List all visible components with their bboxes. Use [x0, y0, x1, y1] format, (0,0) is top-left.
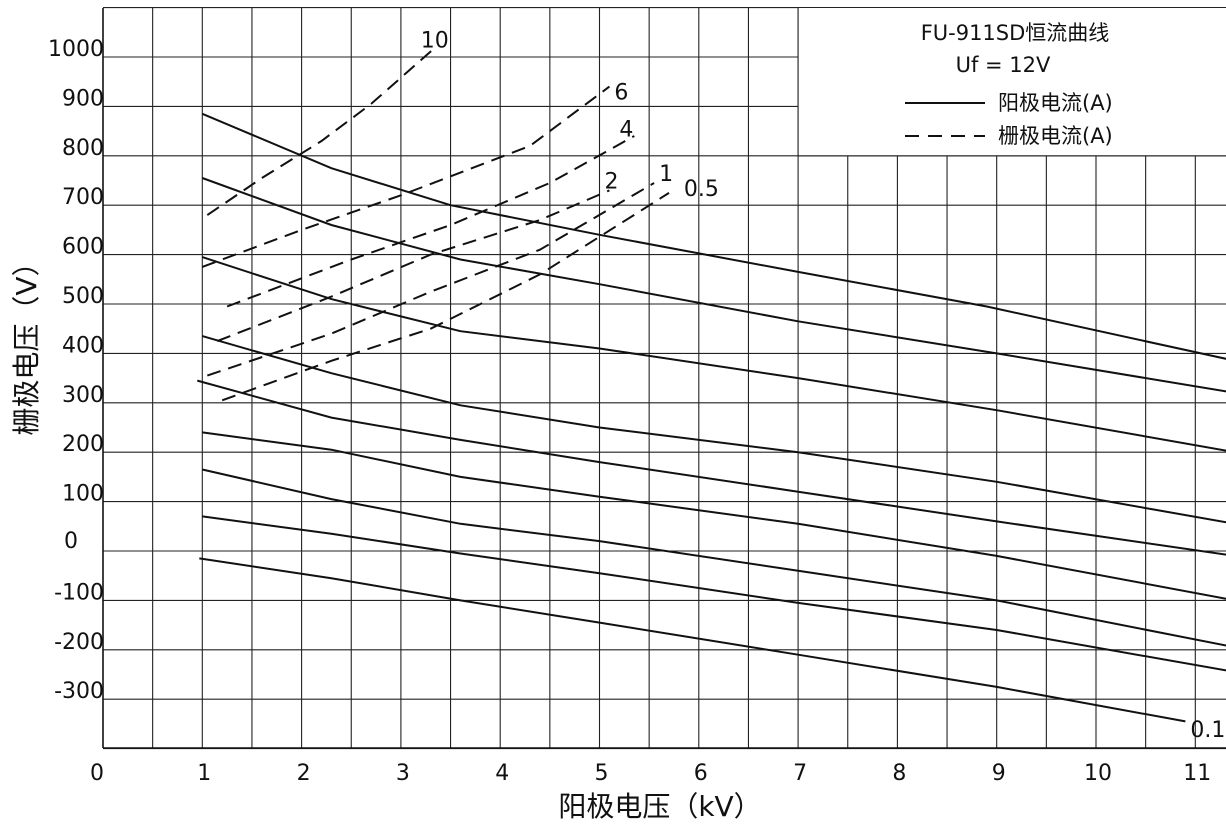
- y-tick-label: 900: [62, 86, 104, 111]
- anode-current-curve-5: [202, 468, 1226, 647]
- grid-current-curve-10: [206, 46, 437, 216]
- anode-current-curve-2: [202, 515, 1226, 672]
- y-tick-label: -300: [54, 679, 104, 704]
- axes: [102, 8, 1226, 749]
- grid-current-curve-2: [216, 189, 610, 343]
- y-tick-label: 300: [62, 383, 104, 408]
- x-axis-title: 阳极电压（kV）: [558, 790, 761, 823]
- x-tick-label: 1: [197, 761, 211, 786]
- grid-current-curve-6: [201, 85, 610, 268]
- y-tick-label: 600: [62, 235, 104, 260]
- y-tick-labels: 10009008007006005004003002001000-100-200…: [48, 37, 104, 704]
- curve-label: 0.5: [684, 177, 719, 202]
- curve-label: 1: [659, 162, 673, 187]
- y-tick-label: 1000: [48, 37, 104, 62]
- anode-current-curve-0_1: [199, 557, 1186, 723]
- curve-label: 10: [421, 29, 449, 54]
- anode-current-curve-30: [201, 256, 1226, 452]
- y-tick-label: 800: [62, 136, 104, 161]
- anode-current-curve-40: [201, 177, 1226, 393]
- curve-label: 6: [614, 81, 628, 106]
- chart-subtitle: Uf = 12V: [956, 53, 1051, 77]
- grid-current-curve-1: [206, 182, 655, 377]
- x-tick-label: 4: [495, 761, 509, 786]
- chart-title: FU-911SD恒流曲线: [921, 21, 1110, 45]
- x-tick-label: 0: [90, 761, 104, 786]
- y-tick-label: 700: [62, 185, 104, 210]
- legend-box: [798, 8, 1226, 156]
- x-tick-label: 7: [793, 761, 807, 786]
- x-tick-label: 8: [892, 761, 906, 786]
- y-tick-label: 0: [64, 529, 78, 554]
- x-tick-label: 3: [396, 761, 410, 786]
- legend-anode-label: 阳极电流(A): [998, 91, 1113, 115]
- grid-current-curve-4: [226, 135, 635, 308]
- x-tick-label: 6: [694, 761, 708, 786]
- x-tick-label: 5: [595, 761, 609, 786]
- x-tick-label: 10: [1084, 761, 1112, 786]
- y-tick-label: 200: [62, 432, 104, 457]
- curve-label: 0.1: [1190, 718, 1225, 743]
- anode-current-curve-10: [202, 431, 1226, 600]
- legend-grid-label: 栅极电流(A): [998, 124, 1113, 148]
- y-tick-label: -200: [54, 630, 104, 655]
- x-tick-labels: 0 1 2 3 4 5 6 7 8 9 10 11: [90, 761, 1211, 786]
- x-tick-label: 11: [1183, 761, 1211, 786]
- grid-current-curve-0_5: [221, 192, 670, 402]
- y-axis-title: 栅极电压（V）: [10, 248, 43, 435]
- curve-label: 2: [604, 170, 618, 195]
- y-tick-label: 400: [62, 333, 104, 358]
- curves: [197, 46, 1226, 723]
- curve-label: 4: [619, 118, 633, 143]
- x-tick-label: 2: [297, 761, 311, 786]
- legend: FU-911SD恒流曲线 Uf = 12V 阳极电流(A) 栅极电流(A): [905, 21, 1113, 148]
- x-tick-label: 9: [992, 761, 1006, 786]
- anode-current-curve-20: [202, 335, 1226, 524]
- y-tick-label: 500: [62, 284, 104, 309]
- anode-current-curve-15: [197, 379, 1226, 556]
- y-tick-label: 100: [62, 482, 104, 507]
- y-tick-label: -100: [54, 580, 104, 605]
- anode-current-curve-50: [201, 112, 1226, 360]
